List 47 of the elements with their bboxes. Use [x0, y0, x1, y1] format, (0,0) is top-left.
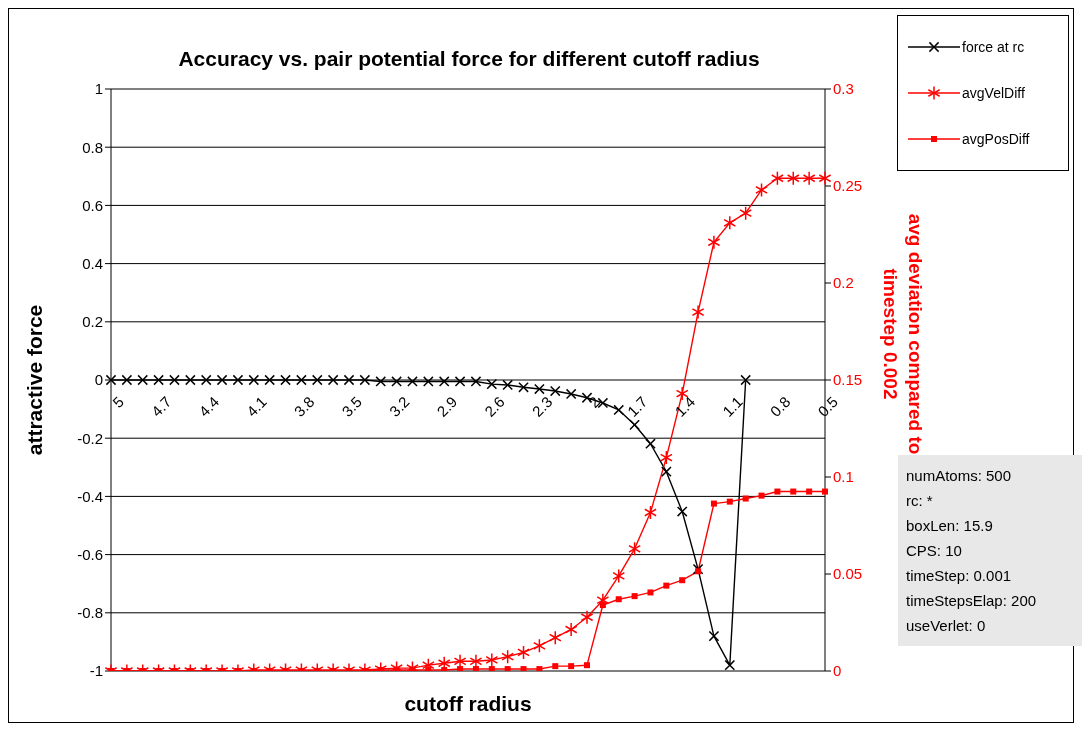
y2-tick-label: 0.3 — [833, 80, 854, 98]
x-tick-label: 1.1 — [719, 393, 746, 420]
x-tick-label: 2.9 — [433, 393, 461, 420]
legend-label: avgPosDiff — [962, 131, 1030, 147]
text: boxLen: 15.9 — [906, 516, 994, 536]
y-tick-label: -1 — [89, 662, 103, 680]
text: CPS: 10 — [906, 541, 963, 561]
y2-tick-label: 0.1 — [833, 468, 854, 486]
y2-tick-label: 0.05 — [833, 565, 863, 583]
text: useVerlet: 0 — [906, 616, 987, 636]
y-tick-label: 0.6 — [82, 196, 103, 214]
x-tick-label: 1.7 — [623, 393, 651, 420]
y2-tick-label: 0.25 — [833, 177, 863, 195]
x-tick-label: 4.4 — [195, 393, 223, 420]
chart-title: Accuracy vs. pair potential force for different cutoff radius — [177, 47, 761, 71]
text: numAtoms: 500 — [906, 466, 1013, 486]
y-tick-label: 1 — [94, 80, 103, 98]
y-tick-label: -0.4 — [77, 487, 103, 505]
x-tick-label: 3.8 — [290, 393, 318, 420]
x-tick-label: 5 — [109, 393, 128, 411]
x-tick-label: 0.5 — [814, 393, 842, 420]
legend-label: avgVelDiff — [962, 85, 1025, 101]
x-tick-label: 3.2 — [385, 393, 413, 420]
x-tick-label: 2.6 — [481, 393, 508, 420]
y-tick-label: 0.4 — [82, 254, 103, 272]
text: rc: * — [906, 491, 934, 511]
x-tick-label: 2.3 — [528, 393, 556, 420]
x-tick-label: 4.7 — [147, 393, 175, 420]
x-axis-title: cutoff radius — [404, 692, 532, 715]
x-tick-label: 0.8 — [766, 393, 794, 420]
y-tick-label: 0.2 — [82, 313, 103, 331]
y2-tick-label: 0 — [833, 662, 842, 680]
x-tick-label: 1.4 — [671, 393, 699, 420]
x-tick-label: 3.5 — [338, 393, 366, 420]
y-tick-label: 0.8 — [82, 138, 103, 156]
y2-tick-label: 0.15 — [833, 371, 863, 389]
y2-axis-title: avg deviation compared to timestep 0.002 — [879, 212, 927, 457]
text: timeStepsElap: 200 — [906, 591, 1038, 611]
text: timeStep: 0.001 — [906, 566, 1013, 586]
y-tick-label: -0.6 — [77, 545, 103, 563]
y-axis-title: attractive force — [23, 304, 47, 456]
y-tick-label: 0 — [94, 371, 103, 389]
y2-tick-label: 0.2 — [833, 274, 854, 292]
y-tick-label: -0.2 — [77, 429, 103, 447]
legend-label: force at rc — [962, 39, 1025, 55]
y-tick-label: -0.8 — [77, 604, 103, 622]
x-tick-label: 4.1 — [243, 393, 270, 420]
